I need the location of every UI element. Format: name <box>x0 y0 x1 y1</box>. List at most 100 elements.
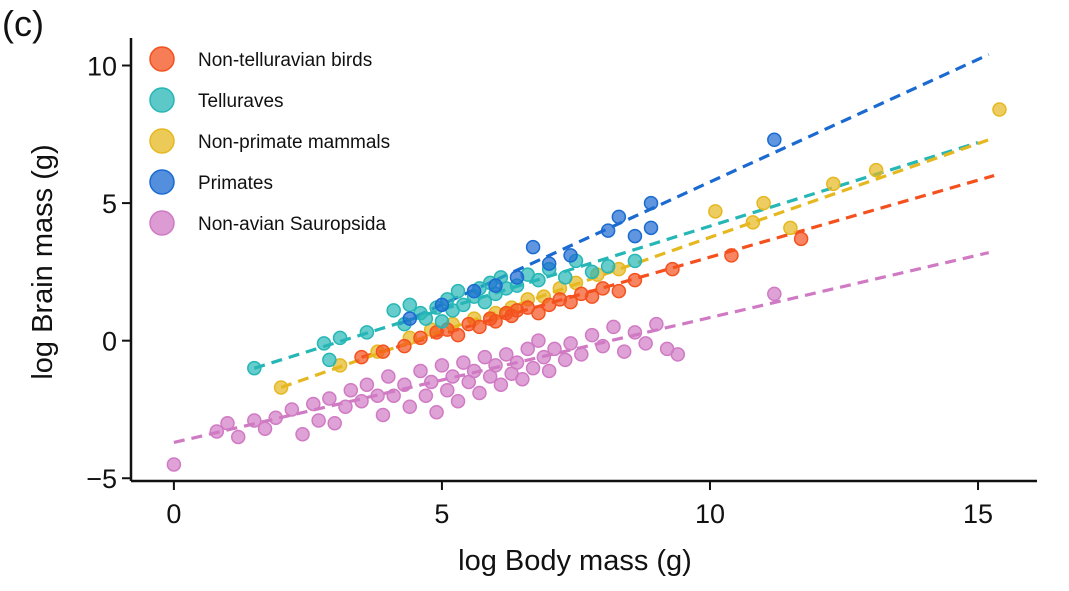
point-non-avian-sauropsida <box>557 352 573 368</box>
point-non-avian-sauropsida <box>247 413 262 428</box>
point-non-primate-mammals <box>826 176 841 192</box>
point-non-telluravian-birds <box>472 319 487 335</box>
point-non-avian-sauropsida <box>375 407 391 423</box>
point-primates <box>767 132 782 148</box>
point-non-telluravian-birds <box>450 327 466 343</box>
point-non-primate-mammals <box>708 204 723 219</box>
point-primates <box>402 311 418 326</box>
point-telluraves <box>600 259 616 274</box>
point-non-primate-mammals <box>745 215 761 230</box>
point-non-avian-sauropsida <box>616 344 632 359</box>
point-non-avian-sauropsida <box>466 363 482 379</box>
point-non-avian-sauropsida <box>472 385 487 401</box>
point-primates <box>541 256 557 271</box>
point-non-avian-sauropsida <box>268 410 283 425</box>
point-non-avian-sauropsida <box>547 341 562 357</box>
point-non-avian-sauropsida <box>440 382 455 398</box>
point-non-telluravian-birds <box>793 231 809 247</box>
point-non-primate-mammals <box>992 102 1007 117</box>
point-non-avian-sauropsida <box>209 424 225 439</box>
point-non-avian-sauropsida <box>370 388 385 403</box>
point-non-avian-sauropsida <box>531 333 546 348</box>
x-tick-label: 5 <box>434 499 449 529</box>
point-non-telluravian-birds <box>627 272 643 288</box>
point-non-avian-sauropsida <box>584 327 600 343</box>
fit-line-telluraves <box>253 141 979 370</box>
legend-marker <box>149 46 175 72</box>
point-non-avian-sauropsida <box>509 355 525 370</box>
point-non-avian-sauropsida <box>418 388 434 403</box>
point-primates <box>563 248 578 263</box>
point-telluraves <box>477 294 493 310</box>
point-primates <box>643 220 659 236</box>
point-non-primate-mammals <box>273 380 289 395</box>
point-primates <box>611 209 627 225</box>
point-primates <box>643 195 659 211</box>
legend-marker <box>149 210 175 236</box>
legend-label: Primates <box>198 173 273 194</box>
x-ticks: 0 5 10 15 <box>166 481 993 529</box>
point-non-avian-sauropsida <box>606 319 621 335</box>
point-non-telluravian-birds <box>595 281 611 296</box>
point-non-avian-sauropsida <box>670 347 686 362</box>
point-primates <box>434 297 450 313</box>
point-non-avian-sauropsida <box>434 358 450 373</box>
point-non-telluravian-birds <box>611 283 627 299</box>
point-telluraves <box>418 311 434 326</box>
point-non-telluravian-birds <box>397 338 412 354</box>
point-non-telluravian-birds <box>488 314 503 329</box>
point-primates <box>600 223 616 238</box>
point-non-avian-sauropsida <box>541 363 557 379</box>
point-telluraves <box>434 314 450 329</box>
point-non-telluravian-birds <box>584 289 600 304</box>
point-telluraves <box>402 297 418 313</box>
point-non-avian-sauropsida <box>359 377 375 392</box>
point-non-avian-sauropsida <box>477 349 493 365</box>
point-non-telluravian-birds <box>354 349 369 365</box>
point-primates <box>488 278 503 293</box>
y-tick-label: 10 <box>87 52 117 82</box>
point-telluraves <box>627 253 643 269</box>
point-non-avian-sauropsida <box>627 325 643 340</box>
point-non-primate-mammals <box>868 162 884 178</box>
legend-label: Telluraves <box>198 91 284 112</box>
point-telluraves <box>332 330 348 346</box>
x-tick-label: 15 <box>963 499 993 529</box>
legend-marker <box>149 128 175 154</box>
x-axis-title: log Body mass (g) <box>458 545 692 577</box>
y-tick-label: −5 <box>86 464 117 494</box>
point-non-primate-mammals <box>783 220 798 236</box>
point-non-avian-sauropsida <box>386 388 401 403</box>
point-non-avian-sauropsida <box>574 347 589 362</box>
point-primates <box>509 270 525 285</box>
point-non-telluravian-birds <box>665 261 680 277</box>
point-telluraves <box>247 360 262 376</box>
point-telluraves <box>450 283 466 299</box>
point-primates <box>525 239 541 255</box>
point-non-avian-sauropsida <box>445 369 460 384</box>
trend-lines <box>173 53 995 445</box>
point-telluraves <box>456 297 471 313</box>
point-non-avian-sauropsida <box>493 377 509 392</box>
y-tick-label: 5 <box>102 189 117 219</box>
point-non-avian-sauropsida <box>536 349 552 365</box>
point-non-avian-sauropsida <box>423 374 439 390</box>
point-non-telluravian-birds <box>531 305 546 321</box>
axes <box>129 38 1037 483</box>
point-non-avian-sauropsida <box>327 415 342 431</box>
y-tick-label: 0 <box>102 327 117 357</box>
point-non-avian-sauropsida <box>638 336 653 351</box>
point-non-avian-sauropsida <box>166 457 182 472</box>
point-telluraves <box>531 272 546 288</box>
point-non-avian-sauropsida <box>381 369 396 384</box>
point-telluraves <box>359 325 375 340</box>
point-non-avian-sauropsida <box>306 396 321 412</box>
point-non-avian-sauropsida <box>284 402 300 417</box>
point-non-avian-sauropsida <box>402 399 418 414</box>
point-primates <box>627 228 643 244</box>
point-non-avian-sauropsida <box>322 391 337 406</box>
point-non-avian-sauropsida <box>397 377 412 392</box>
point-non-avian-sauropsida <box>257 421 273 436</box>
